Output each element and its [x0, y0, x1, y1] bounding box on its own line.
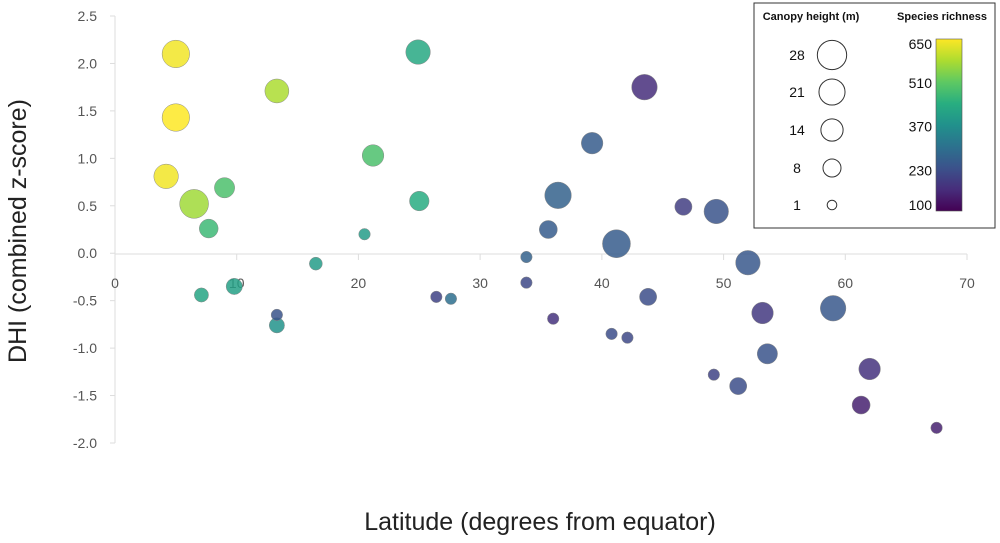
- data-point: [621, 331, 634, 344]
- data-point: [199, 218, 219, 239]
- x-tick-label: 70: [959, 275, 975, 291]
- size-legend-label: 28: [789, 47, 805, 63]
- x-axis-title: Latitude (degrees from equator): [364, 508, 716, 536]
- data-point: [757, 343, 778, 365]
- size-legend-circle: [818, 78, 846, 106]
- x-tick-label: 50: [716, 275, 732, 291]
- data-point: [639, 288, 657, 306]
- data-point: [674, 197, 693, 216]
- size-legend-label: 14: [789, 122, 805, 138]
- colorbar-tick-label: 650: [909, 36, 933, 52]
- data-point: [851, 395, 871, 415]
- data-point: [631, 74, 658, 101]
- y-tick-label: -1.5: [73, 388, 97, 404]
- y-tick-label: 0.5: [78, 198, 98, 214]
- data-point: [581, 132, 604, 155]
- size-legend-circle: [822, 158, 842, 178]
- data-point: [703, 198, 729, 224]
- colorbar-tick-label: 510: [909, 75, 933, 91]
- x-axis-ticks: 010203040506070: [111, 254, 975, 291]
- data-point: [605, 327, 618, 340]
- size-legend-circle: [820, 118, 844, 142]
- colorbar-tick-label: 230: [909, 162, 933, 178]
- data-point: [153, 163, 179, 189]
- x-tick-label: 60: [837, 275, 853, 291]
- data-point: [161, 103, 190, 132]
- data-point: [409, 191, 430, 212]
- data-point: [735, 250, 761, 276]
- data-point: [270, 308, 283, 321]
- x-tick-label: 20: [351, 275, 367, 291]
- y-tick-label: 0.0: [78, 245, 98, 261]
- y-tick-label: 1.5: [78, 103, 98, 119]
- size-legend-title: Canopy height (m): [763, 11, 860, 23]
- size-legend-circle: [816, 39, 848, 71]
- y-tick-label: -1.0: [73, 340, 97, 356]
- y-tick-label: 2.5: [78, 8, 98, 24]
- colorbar: [935, 38, 963, 212]
- colorbar-tick-label: 100: [909, 197, 933, 213]
- data-point: [547, 312, 560, 325]
- size-legend-label: 21: [789, 84, 805, 100]
- data-points: [153, 39, 943, 434]
- data-point: [179, 189, 209, 219]
- data-point: [161, 39, 190, 68]
- data-point: [707, 368, 720, 381]
- data-point: [544, 181, 572, 209]
- colorbar-ticks: 650 510 370 230 100: [909, 36, 933, 213]
- colorbar-tick-label: 370: [909, 119, 933, 135]
- y-tick-label: 1.0: [78, 150, 98, 166]
- x-tick-label: 40: [594, 275, 610, 291]
- y-axis-title: DHI (combined z-score): [4, 99, 32, 363]
- data-point: [729, 377, 748, 395]
- data-point: [214, 177, 235, 199]
- y-tick-label: -2.0: [73, 435, 97, 451]
- data-point: [858, 357, 881, 381]
- data-point: [225, 278, 243, 295]
- y-tick-label: -0.5: [73, 293, 97, 309]
- data-point: [444, 292, 457, 305]
- data-point: [361, 144, 385, 167]
- data-point: [430, 290, 443, 303]
- legend: Canopy height (m) Species richness 28 21 1…: [753, 2, 996, 229]
- size-legend-label: 1: [793, 197, 801, 213]
- data-point: [930, 421, 943, 434]
- data-point: [520, 276, 533, 289]
- data-point: [405, 39, 431, 65]
- size-legend: 28 21 14 8 1: [789, 39, 848, 213]
- size-legend-circle: [826, 199, 838, 211]
- data-point: [602, 229, 631, 258]
- data-point: [751, 301, 774, 325]
- data-point: [520, 251, 533, 264]
- x-tick-label: 0: [111, 275, 119, 291]
- data-point: [820, 295, 847, 322]
- data-point: [264, 78, 290, 104]
- data-point: [309, 256, 323, 271]
- data-point: [539, 220, 558, 239]
- data-point: [194, 287, 209, 303]
- x-tick-label: 30: [472, 275, 488, 291]
- size-legend-label: 8: [793, 160, 801, 176]
- color-legend-title: Species richness: [897, 11, 987, 23]
- y-tick-label: 2.0: [78, 55, 98, 71]
- data-point: [358, 228, 371, 241]
- y-axis-ticks: 2.5 2.0 1.5 1.0 0.5 0.0 -0.5 -1.0 -1.5 -2.0: [73, 8, 115, 451]
